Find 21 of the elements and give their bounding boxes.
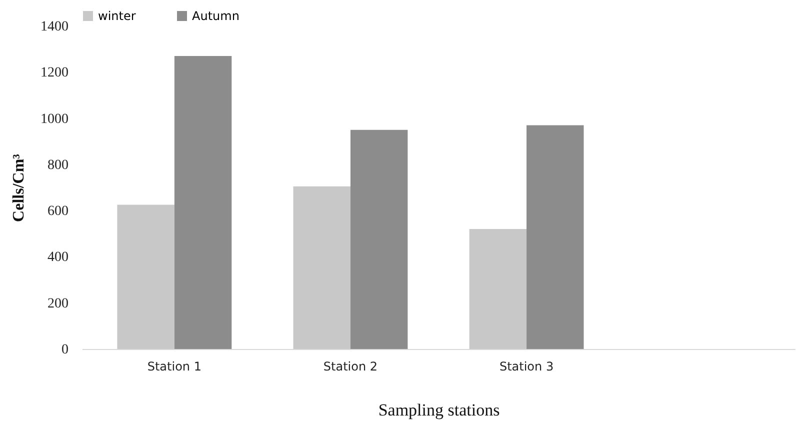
- y-axis-title: Cells/Cm³: [10, 154, 28, 222]
- y-tick-label: 200: [48, 296, 68, 312]
- bar: [469, 229, 527, 349]
- x-tick-label: Station 2: [323, 360, 378, 374]
- bar: [174, 56, 232, 349]
- legend-label: winter: [98, 9, 136, 23]
- legend-label: Autumn: [192, 9, 240, 23]
- x-tick-label: Station 1: [147, 360, 202, 374]
- bar: [350, 130, 408, 349]
- bar: [293, 186, 350, 349]
- y-tick-label: 1000: [40, 112, 68, 127]
- y-tick-label: 600: [48, 204, 68, 220]
- y-tick-label: 800: [48, 158, 68, 173]
- bar: [117, 204, 174, 349]
- bar: [526, 125, 584, 349]
- y-tick-label: 1200: [40, 66, 68, 81]
- x-tick-label: Station 3: [499, 360, 554, 374]
- y-tick-label: 0: [62, 342, 68, 358]
- y-tick-label: 1400: [40, 20, 68, 34]
- x-axis-title: Sampling stations: [378, 400, 500, 420]
- y-tick-label: 400: [48, 250, 68, 266]
